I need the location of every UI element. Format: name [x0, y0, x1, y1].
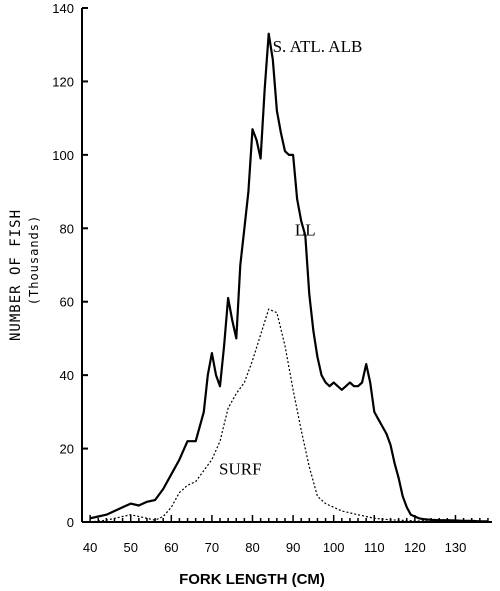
- y-tick-label: 0: [67, 515, 74, 530]
- annotation-label: LL: [295, 221, 316, 240]
- annotation-label: S. ATL. ALB: [273, 37, 363, 56]
- y-tick-label: 140: [52, 1, 74, 16]
- x-tick-label: 70: [205, 540, 219, 555]
- y-axis-ticks: 0 20 40 60 80 100 120 140: [52, 1, 88, 530]
- plot-area: 0 20 40 60 80 100 120 140 40 50 60 70 80 90 100 110 120…: [52, 1, 492, 555]
- x-tick-label: 120: [404, 540, 426, 555]
- y-tick-label: 40: [60, 368, 74, 383]
- y-axis-sublabel: (Thousands): [27, 215, 41, 305]
- x-axis-label: FORK LENGTH (CM): [179, 571, 325, 588]
- x-tick-label: 90: [286, 540, 300, 555]
- x-axis-ticks: 40 50 60 70 80 90 100 110 120 130: [83, 515, 489, 555]
- x-tick-label: 50: [123, 540, 137, 555]
- series-line-surf: [90, 308, 488, 523]
- x-tick-label: 40: [83, 540, 97, 555]
- series-line-ll: [89, 32, 488, 523]
- x-tick-label: 100: [323, 540, 345, 555]
- y-axis-label: NUMBER OF FISH: [8, 209, 24, 341]
- x-tick-label: 130: [445, 540, 467, 555]
- y-tick-label: 120: [52, 74, 74, 89]
- annotations: S. ATL. ALB LL SURF: [219, 37, 362, 478]
- series-group: [89, 32, 488, 523]
- x-tick-label: 80: [245, 540, 259, 555]
- annotation-label: SURF: [219, 459, 262, 478]
- x-tick-label: 110: [364, 540, 385, 555]
- y-tick-label: 80: [60, 221, 74, 236]
- y-tick-label: 100: [52, 148, 74, 163]
- y-tick-label: 20: [60, 442, 74, 457]
- x-tick-label: 60: [164, 540, 178, 555]
- y-tick-label: 60: [60, 295, 74, 310]
